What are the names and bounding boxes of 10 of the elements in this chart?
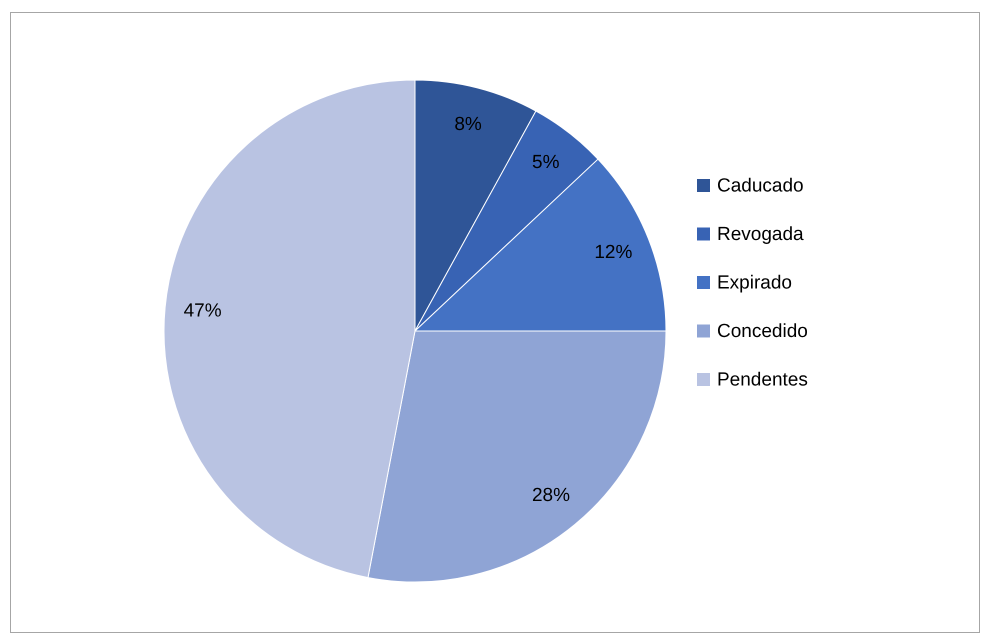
legend-label: Revogada [717,224,804,245]
data-label: 5% [532,152,560,173]
data-label: 47% [184,300,222,322]
data-label: 12% [594,242,632,263]
data-label: 28% [532,484,570,506]
legend-label: Concedido [717,321,808,342]
legend-label: Caducado [717,176,804,196]
legend-label: Expirado [717,272,792,294]
legend-label: Pendentes [717,370,808,390]
data-label: 8% [454,114,482,135]
